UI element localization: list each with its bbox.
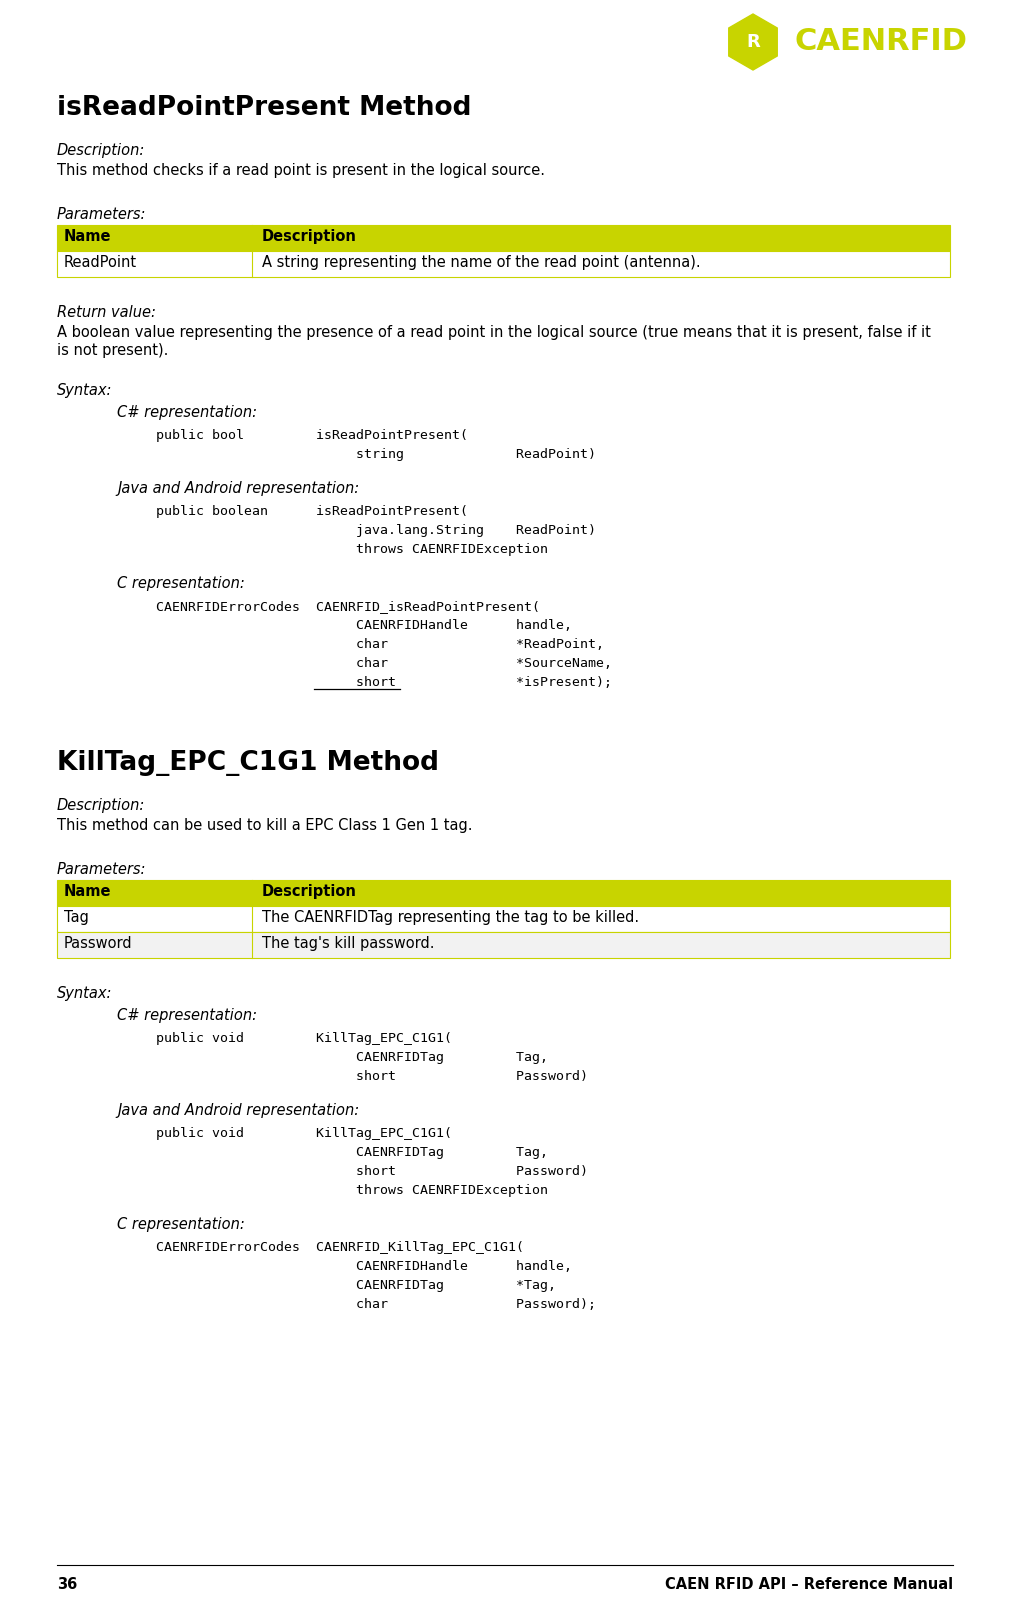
Text: short               Password): short Password) (132, 1165, 588, 1177)
Text: ReadPoint: ReadPoint (64, 255, 137, 271)
Text: This method checks if a read point is present in the logical source.: This method checks if a read point is pr… (57, 163, 545, 178)
Text: CAENRFIDTag         Tag,: CAENRFIDTag Tag, (132, 1145, 548, 1158)
Text: CAENRFIDHandle      handle,: CAENRFIDHandle handle, (132, 618, 572, 633)
Text: public bool         isReadPointPresent(: public bool isReadPointPresent( (132, 429, 468, 442)
Polygon shape (729, 14, 778, 70)
Text: Description:: Description: (57, 798, 145, 812)
Text: char                *SourceName,: char *SourceName, (132, 657, 612, 670)
FancyBboxPatch shape (57, 224, 950, 252)
Text: Description: Description (262, 884, 357, 899)
Text: throws CAENRFIDException: throws CAENRFIDException (132, 1184, 548, 1197)
Text: Parameters:: Parameters: (57, 862, 146, 876)
FancyBboxPatch shape (57, 907, 950, 932)
Text: throws CAENRFIDException: throws CAENRFIDException (132, 543, 548, 556)
Text: Syntax:: Syntax: (57, 985, 112, 1001)
Text: CAENRFIDHandle      handle,: CAENRFIDHandle handle, (132, 1261, 572, 1274)
Text: Name: Name (64, 229, 111, 244)
Text: char                *ReadPoint,: char *ReadPoint, (132, 638, 604, 650)
Text: Java and Android representation:: Java and Android representation: (117, 1104, 360, 1118)
Text: A boolean value representing the presence of a read point in the logical source : A boolean value representing the presenc… (57, 325, 931, 340)
Text: The CAENRFIDTag representing the tag to be killed.: The CAENRFIDTag representing the tag to … (262, 910, 639, 924)
Text: java.lang.String    ReadPoint): java.lang.String ReadPoint) (132, 524, 596, 537)
Text: Parameters:: Parameters: (57, 207, 146, 223)
Text: Tag: Tag (64, 910, 89, 924)
Text: short               Password): short Password) (132, 1070, 588, 1083)
Text: Syntax:: Syntax: (57, 383, 112, 397)
Text: CAENRFIDTag         *Tag,: CAENRFIDTag *Tag, (132, 1278, 556, 1291)
Text: string              ReadPoint): string ReadPoint) (132, 449, 596, 461)
Text: public boolean      isReadPointPresent(: public boolean isReadPointPresent( (132, 505, 468, 517)
Text: This method can be used to kill a EPC Class 1 Gen 1 tag.: This method can be used to kill a EPC Cl… (57, 819, 473, 833)
Text: CAEN RFID API – Reference Manual: CAEN RFID API – Reference Manual (665, 1576, 953, 1592)
Text: isReadPointPresent Method: isReadPointPresent Method (57, 95, 472, 122)
Text: public void         KillTag_EPC_C1G1(: public void KillTag_EPC_C1G1( (132, 1032, 452, 1045)
Text: The tag's kill password.: The tag's kill password. (262, 936, 434, 952)
FancyBboxPatch shape (57, 932, 950, 958)
Text: Description:: Description: (57, 143, 145, 159)
Text: 36: 36 (57, 1576, 77, 1592)
Text: KillTag_EPC_C1G1 Method: KillTag_EPC_C1G1 Method (57, 750, 439, 775)
Text: C representation:: C representation: (117, 1218, 244, 1232)
Text: public void         KillTag_EPC_C1G1(: public void KillTag_EPC_C1G1( (132, 1126, 452, 1141)
Text: Java and Android representation:: Java and Android representation: (117, 481, 360, 497)
Text: CAENRFID: CAENRFID (795, 27, 968, 56)
Text: char                Password);: char Password); (132, 1298, 596, 1310)
Text: Name: Name (64, 884, 111, 899)
Text: short               *isPresent);: short *isPresent); (132, 676, 612, 689)
Text: CAENRFIDErrorCodes  CAENRFID_isReadPointPresent(: CAENRFIDErrorCodes CAENRFID_isReadPointP… (132, 601, 540, 614)
Text: C# representation:: C# representation: (117, 405, 257, 420)
Text: CAENRFIDErrorCodes  CAENRFID_KillTag_EPC_C1G1(: CAENRFIDErrorCodes CAENRFID_KillTag_EPC_… (132, 1242, 524, 1254)
Text: A string representing the name of the read point (antenna).: A string representing the name of the re… (262, 255, 701, 271)
Text: CAENRFIDTag         Tag,: CAENRFIDTag Tag, (132, 1051, 548, 1064)
FancyBboxPatch shape (57, 879, 950, 907)
Text: is not present).: is not present). (57, 343, 169, 357)
Text: R: R (746, 34, 760, 51)
Text: C# representation:: C# representation: (117, 1008, 257, 1024)
Text: C representation:: C representation: (117, 577, 244, 591)
Text: Description: Description (262, 229, 357, 244)
Text: Password: Password (64, 936, 132, 952)
Text: Return value:: Return value: (57, 304, 156, 320)
FancyBboxPatch shape (57, 252, 950, 277)
